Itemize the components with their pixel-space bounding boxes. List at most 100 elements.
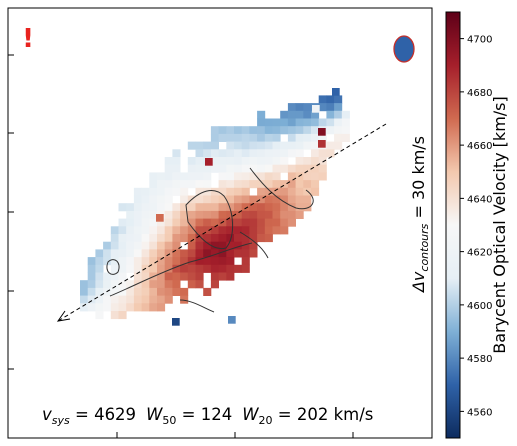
velocity-pixel (118, 218, 127, 227)
velocity-pixel (295, 118, 304, 127)
velocity-pixel (311, 133, 320, 142)
velocity-pixel (141, 280, 150, 289)
velocity-pixel (249, 157, 258, 166)
velocity-pixel (210, 149, 219, 158)
velocity-pixel (195, 203, 204, 212)
velocity-pixel (210, 241, 219, 250)
velocity-pixel (226, 141, 235, 150)
velocity-pixel (87, 264, 96, 273)
velocity-pixel (180, 195, 189, 204)
velocity-pixel (311, 118, 320, 127)
velocity-pixel (280, 226, 289, 235)
velocity-pixel (218, 157, 227, 166)
velocity-pixel (226, 180, 235, 189)
velocity-pixel (118, 272, 127, 281)
velocity-pixel (295, 180, 304, 189)
velocity-pixel (287, 203, 296, 212)
velocity-pixel (103, 241, 112, 250)
velocity-pixel (157, 272, 166, 281)
velocity-pixel (195, 172, 204, 181)
kinematic-axis-line (57, 123, 387, 322)
velocity-pixel (226, 172, 235, 181)
velocity-pixel (141, 257, 150, 266)
velocity-pixel (272, 149, 281, 158)
velocity-pixel (172, 180, 181, 189)
velocity-pixel (203, 195, 212, 204)
velocity-pixel (226, 210, 235, 219)
velocity-pixel (210, 195, 219, 204)
velocity-pixel (164, 241, 173, 250)
velocity-pixel (195, 272, 204, 281)
velocity-pixel (264, 133, 273, 142)
velocity-pixel (272, 180, 281, 189)
velocity-pixel (318, 128, 326, 136)
velocity-pixel (210, 157, 219, 166)
velocity-pixel (326, 95, 335, 104)
colorbar (445, 11, 461, 439)
velocity-pixel (203, 257, 212, 266)
velocity-pixel (203, 249, 212, 258)
velocity-pixel (126, 303, 135, 312)
velocity-pixel (226, 149, 235, 158)
velocity-pixel (241, 257, 250, 266)
velocity-pixel (332, 88, 340, 96)
velocity-pixel (203, 234, 212, 243)
velocity-pixel (218, 149, 227, 158)
velocity-pixel (195, 164, 204, 173)
velocity-pixel (157, 203, 166, 212)
velocity-pixel (95, 295, 104, 304)
velocity-pixel (133, 280, 142, 289)
velocity-pixel (280, 141, 289, 150)
velocity-pixel (180, 234, 189, 243)
velocity-pixel (133, 218, 142, 227)
velocity-pixel (164, 210, 173, 219)
velocity-pixel (172, 157, 181, 166)
velocity-pixel (203, 203, 212, 212)
velocity-contours (106, 167, 314, 313)
velocity-pixel (295, 195, 304, 204)
velocity-pixel (241, 157, 250, 166)
velocity-pixel (280, 218, 289, 227)
velocity-pixel (95, 280, 104, 289)
velocity-pixel (226, 157, 235, 166)
velocity-pixel (149, 187, 158, 196)
velocity-pixel (241, 164, 250, 173)
velocity-pixel (141, 234, 150, 243)
velocity-pixel (234, 180, 243, 189)
velocity-pixel (141, 241, 150, 250)
velocity-pixel (164, 234, 173, 243)
velocity-pixel (103, 249, 112, 258)
velocity-pixel (195, 280, 204, 289)
velocity-pixel (326, 110, 335, 119)
velocity-pixel (226, 241, 235, 250)
velocity-pixel (110, 264, 119, 273)
velocity-pixel (133, 203, 142, 212)
velocity-pixel (257, 149, 266, 158)
velocity-pixel (156, 214, 164, 222)
velocity-pixel (257, 133, 266, 142)
velocity-pixel (157, 280, 166, 289)
velocity-pixel (218, 226, 227, 235)
velocity-pixel (311, 164, 320, 173)
velocity-pixel (149, 172, 158, 181)
velocity-pixel (272, 226, 281, 235)
velocity-pixel (133, 295, 142, 304)
velocity-pixel (149, 264, 158, 273)
velocity-pixel (280, 110, 289, 119)
velocity-pixel (187, 226, 196, 235)
velocity-pixel (226, 264, 235, 273)
velocity-pixel (218, 133, 227, 142)
velocity-pixel (187, 157, 196, 166)
velocity-pixel (187, 234, 196, 243)
velocity-pixel (103, 257, 112, 266)
velocity-pixel (187, 241, 196, 250)
velocity-pixel (264, 118, 273, 127)
velocity-pixel (326, 141, 335, 150)
velocity-pixel (311, 157, 320, 166)
velocity-pixel (303, 103, 312, 112)
velocity-pixel (234, 218, 243, 227)
velocity-pixel (149, 303, 158, 312)
velocity-pixel (272, 164, 281, 173)
velocity-pixel (133, 303, 142, 312)
velocity-pixel (234, 264, 243, 273)
